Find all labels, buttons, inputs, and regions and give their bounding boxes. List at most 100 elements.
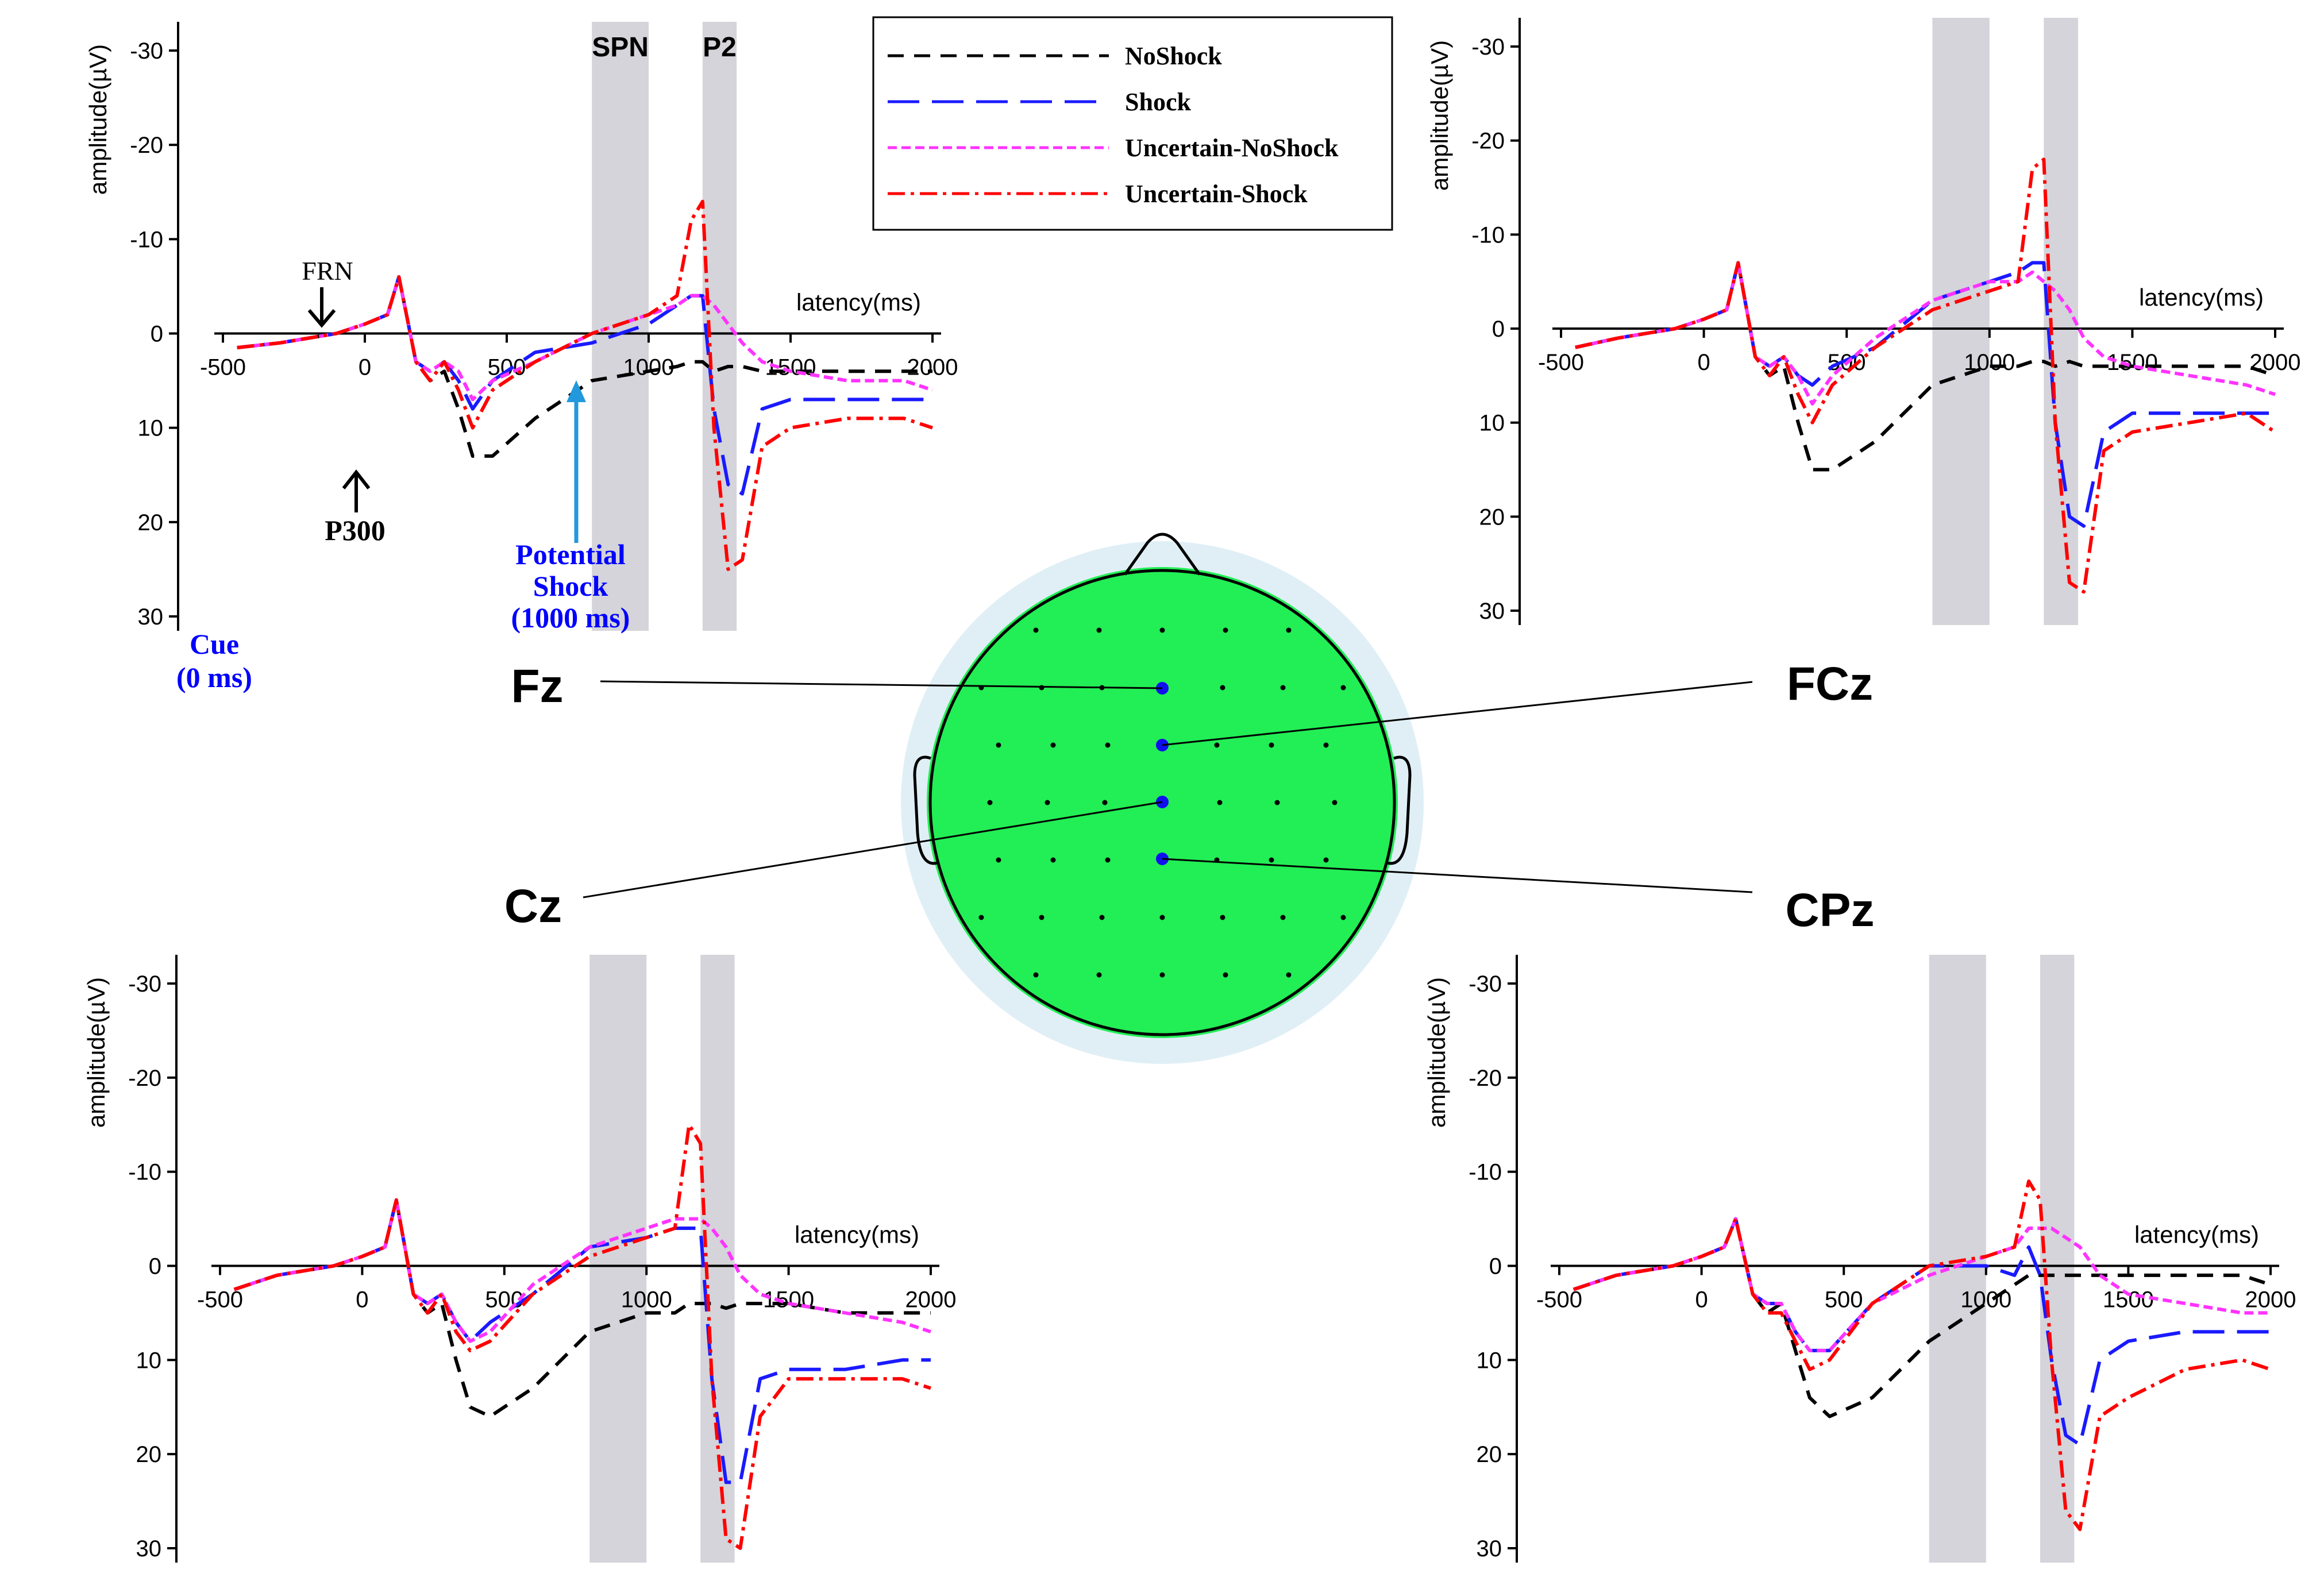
series-line-shock <box>233 1198 931 1484</box>
electrode-dot <box>1223 972 1228 978</box>
x-tick-label: 0 <box>356 1287 368 1313</box>
electrode-dot <box>1280 915 1286 920</box>
y-tick-label: 20 <box>1479 504 1505 530</box>
x-tick-label: 1000 <box>623 355 675 380</box>
electrode-dot <box>1214 742 1220 748</box>
legend: NoShock Shock Uncertain-NoShock Uncertai… <box>872 16 1393 231</box>
annotations: FRN P300 Potential Shock (1000 ms) Cue (… <box>176 256 630 693</box>
series-line-uncertain-shock <box>1575 157 2276 594</box>
electrode-dot <box>1286 972 1292 978</box>
series-line-uncertain-noshock <box>233 1198 931 1343</box>
y-tick-label: 10 <box>138 416 164 441</box>
electrode-dot <box>1105 742 1111 748</box>
shaded-window-p2 <box>2040 955 2075 1563</box>
y-tick-label: 30 <box>1479 599 1505 624</box>
y-tick-label: 0 <box>1492 317 1505 342</box>
x-tick-label: -500 <box>197 1287 243 1313</box>
y-tick-label: 0 <box>1489 1254 1502 1279</box>
electrode-label-cz: Cz <box>504 880 562 932</box>
frn-label: FRN <box>302 256 353 286</box>
electrode-label-fz: Fz <box>511 660 563 712</box>
series-line-uncertain-shock <box>237 199 933 571</box>
electrode-dot <box>1332 800 1338 805</box>
cue-label-2: (0 ms) <box>176 661 252 693</box>
x-tick-label: 2000 <box>907 355 958 380</box>
shaded-window-label-p2: P2 <box>703 32 737 63</box>
y-axis-label: amplitude(µV) <box>1423 977 1450 1128</box>
legend-label-uncertain-noshock: Uncertain-NoShock <box>1125 134 1339 162</box>
y-tick-label: 20 <box>1477 1442 1502 1467</box>
potential-shock-label-1: Potential <box>515 538 626 570</box>
series-line-uncertain-shock <box>233 1123 931 1550</box>
electrode-dot <box>1039 685 1045 691</box>
electrode-dot <box>996 857 1001 863</box>
y-axis-label: amplitude(µV) <box>83 977 110 1128</box>
shaded-window-spn <box>592 22 649 631</box>
fz-leader-line <box>600 680 1163 689</box>
electrode-dot <box>987 800 993 805</box>
x-tick-label: 1500 <box>763 1287 814 1313</box>
x-tick-label: 2000 <box>905 1287 957 1313</box>
y-tick-label: -20 <box>1469 1066 1502 1091</box>
x-tick-label: 0 <box>359 355 371 380</box>
electrode-dot <box>1274 800 1280 805</box>
fcz-leader-line <box>1162 681 1753 746</box>
electrode-dot <box>1269 742 1274 748</box>
legend-box <box>872 16 1393 231</box>
potential-shock-label-3: (1000 ms) <box>511 601 630 634</box>
electrode-dot <box>1039 915 1045 920</box>
x-tick-label: 1500 <box>765 355 816 380</box>
electrode-dot <box>1159 915 1165 920</box>
potential-shock-arrowhead <box>566 380 586 402</box>
cz-leader-line <box>583 801 1163 898</box>
series-line-uncertain-noshock <box>1575 261 2276 406</box>
legend-label-noshock: NoShock <box>1125 42 1222 70</box>
electrode-dot <box>1159 627 1165 633</box>
electrode-dot <box>1096 627 1102 633</box>
y-tick-label: 0 <box>151 322 163 347</box>
y-tick-label: -10 <box>1471 222 1505 248</box>
x-tick-label: 1000 <box>621 1287 672 1313</box>
electrode-dot <box>1096 972 1102 978</box>
y-tick-label: -10 <box>130 227 163 252</box>
series-line-shock <box>1575 261 2275 528</box>
electrode-dot <box>1045 800 1050 805</box>
electrode-dot <box>1340 915 1346 920</box>
electrode-dot <box>1340 685 1346 691</box>
x-axis-label: latency(ms) <box>2134 1221 2259 1248</box>
shaded-window-p2 <box>700 955 735 1563</box>
x-tick-label: 2000 <box>2245 1287 2296 1313</box>
y-axis-label: amplitude(µV) <box>1426 40 1453 191</box>
topomap: Fz FCz Cz CPz <box>504 533 1874 1064</box>
y-tick-label: 30 <box>138 604 164 630</box>
x-axis-label: latency(ms) <box>795 1221 919 1248</box>
potential-shock-label-2: Shock <box>533 570 608 602</box>
electrode-dot <box>1102 800 1108 805</box>
electrode-dot <box>1159 972 1165 978</box>
electrode-label-fcz: FCz <box>1787 658 1873 710</box>
electrode-dot <box>1217 800 1223 805</box>
electrode-dot <box>1269 857 1274 863</box>
y-tick-label: 0 <box>149 1254 161 1279</box>
p300-label: P300 <box>325 514 386 546</box>
x-tick-label: -500 <box>200 355 246 380</box>
shaded-window-label-spn: SPN <box>592 32 649 63</box>
electrode-dot <box>1033 972 1039 978</box>
left-ear-icon <box>913 755 938 865</box>
y-tick-label: 20 <box>136 1442 162 1467</box>
electrode-dot <box>996 742 1001 748</box>
electrode-dot <box>1033 627 1039 633</box>
y-tick-label: 10 <box>1477 1348 1502 1373</box>
x-axis-label: latency(ms) <box>2139 284 2264 311</box>
head-outline <box>928 569 1396 1036</box>
y-tick-label: 10 <box>136 1348 162 1373</box>
y-tick-label: -30 <box>1471 34 1505 60</box>
x-tick-label: 1500 <box>2107 350 2158 375</box>
shaded-window-spn <box>1929 955 1986 1563</box>
electrode-dot <box>1223 627 1228 633</box>
topomap-electrode-dots <box>978 627 1346 978</box>
legend-label-uncertain-shock: Uncertain-Shock <box>1125 180 1308 208</box>
